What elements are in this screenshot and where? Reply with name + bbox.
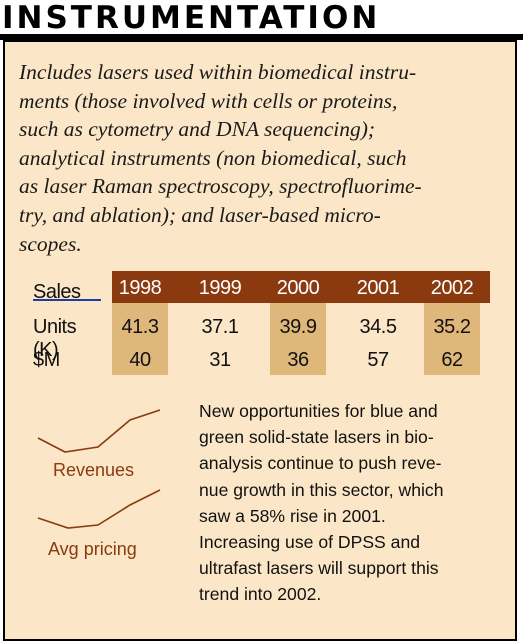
sales-underline [33, 299, 101, 301]
revenue-2001: 57 [367, 349, 389, 371]
year-1999: 1999 [198, 277, 242, 299]
note-line: trend into 2002. [199, 584, 322, 605]
units-1999: 37.1 [201, 316, 239, 338]
units-2002: 35.2 [433, 316, 471, 338]
intro-line: as laser Raman spectroscopy, spectrofluo… [19, 174, 422, 199]
revenue-1998: 40 [129, 349, 151, 371]
units-2000: 39.9 [279, 316, 317, 338]
shaded-column-1998 [112, 303, 168, 375]
revenues-label: Revenues [53, 460, 135, 480]
revenue-1999: 31 [209, 349, 231, 371]
intro-line: ments (those involved with cells or prot… [19, 88, 398, 113]
avg-pricing-label: Avg pricing [48, 539, 137, 559]
note-line: nue growth in this sector, which [199, 479, 444, 500]
intro-line: Includes lasers used within biomedical i… [19, 60, 417, 84]
units-1998: 41.3 [121, 316, 159, 338]
section-title: INSTRUMENTATION [2, 0, 381, 36]
note-line: saw a 58% rise in 2001. [199, 505, 386, 526]
revenue-2000: 36 [287, 349, 309, 371]
year-1998: 1998 [118, 277, 162, 299]
year-header-bar [112, 271, 490, 303]
note-line: ultrafast lasers will support this [199, 558, 439, 579]
commentary-paragraph: New opportunities for blue and green sol… [199, 398, 499, 608]
year-2002: 2002 [430, 277, 474, 299]
note-line: green solid-state lasers in bio- [199, 427, 434, 448]
units-2001: 34.5 [359, 316, 397, 338]
shaded-column-2002 [424, 303, 480, 375]
revenues-trend-line [37, 409, 161, 453]
intro-line: such as cytometry and DNA sequencing); [19, 117, 376, 142]
pricing-trend-line [37, 489, 161, 529]
intro-line: scopes. [19, 231, 82, 256]
note-line: analysis continue to push reve- [199, 453, 442, 474]
year-2001: 2001 [356, 277, 400, 299]
revenue-row-label: $M [33, 349, 60, 371]
note-line: New opportunities for blue and [199, 401, 438, 421]
shaded-column-2000 [270, 303, 326, 375]
year-2000: 2000 [276, 277, 320, 299]
title-rule [0, 34, 523, 40]
intro-paragraph: Includes lasers used within biomedical i… [19, 58, 497, 258]
intro-line: try, and ablation); and laser-based micr… [19, 202, 381, 227]
revenue-2002: 62 [441, 349, 463, 371]
sales-label: Sales [33, 281, 81, 303]
units-row-label: Units (K) [33, 316, 77, 361]
note-line: Increasing use of DPSS and [199, 532, 421, 553]
intro-line: analytical instruments (non biomedical, … [19, 145, 407, 170]
